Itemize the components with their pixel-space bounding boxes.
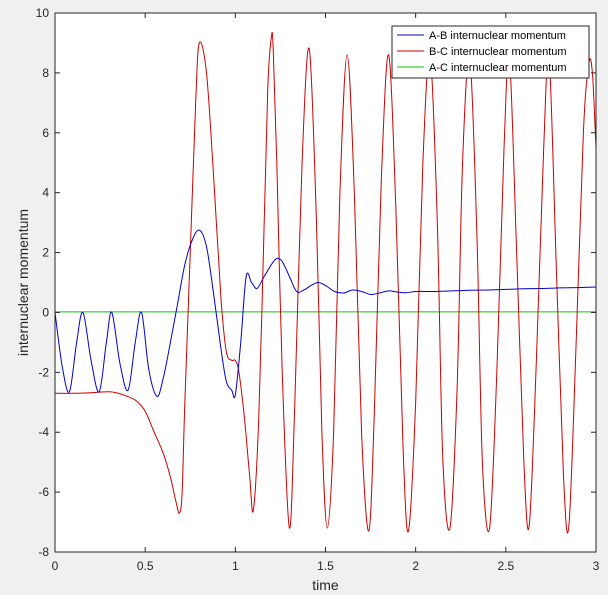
plot-area (55, 13, 596, 552)
series-line-ab (54, 229, 597, 399)
y-tick-label: 2 (42, 246, 49, 260)
x-tick-label: 0.5 (137, 559, 154, 573)
y-tick-label: -6 (38, 485, 49, 499)
x-tick-label: 1.5 (317, 559, 334, 573)
legend-label-ac: A-C internuclear momentum (429, 62, 567, 74)
x-tick-label: 2.5 (497, 559, 514, 573)
x-axis-label: time (312, 577, 339, 593)
y-tick-label: 8 (42, 66, 49, 80)
legend-box (391, 25, 590, 79)
y-tick-label: -2 (38, 365, 49, 379)
y-tick-label: 0 (42, 305, 49, 319)
y-tick-label: -4 (38, 425, 49, 439)
series-line-bc (54, 31, 597, 534)
x-tick-label: 2 (412, 559, 419, 573)
ticks-layer: 0 0.5 1 1.5 2 2.5 3 -8 -6 -4 -2 0 2 4 6 8 10 (36, 6, 600, 573)
y-tick-label: 6 (42, 126, 49, 140)
y-tick-label: 10 (36, 6, 50, 20)
y-axis-label: internuclear momentum (15, 209, 31, 356)
y-tick-label: -8 (38, 545, 49, 559)
series-layer (54, 31, 597, 534)
legend-label-bc: B-C internuclear momentum (429, 46, 567, 58)
legend: A-B internuclear momentum B-C internucle… (391, 25, 590, 79)
legend-label-ab: A-B internuclear momentum (429, 30, 566, 42)
y-tick-label: 4 (42, 186, 49, 200)
x-tick-label: 3 (593, 559, 600, 573)
x-tick-label: 1 (232, 559, 239, 573)
x-tick-label: 0 (52, 559, 59, 573)
